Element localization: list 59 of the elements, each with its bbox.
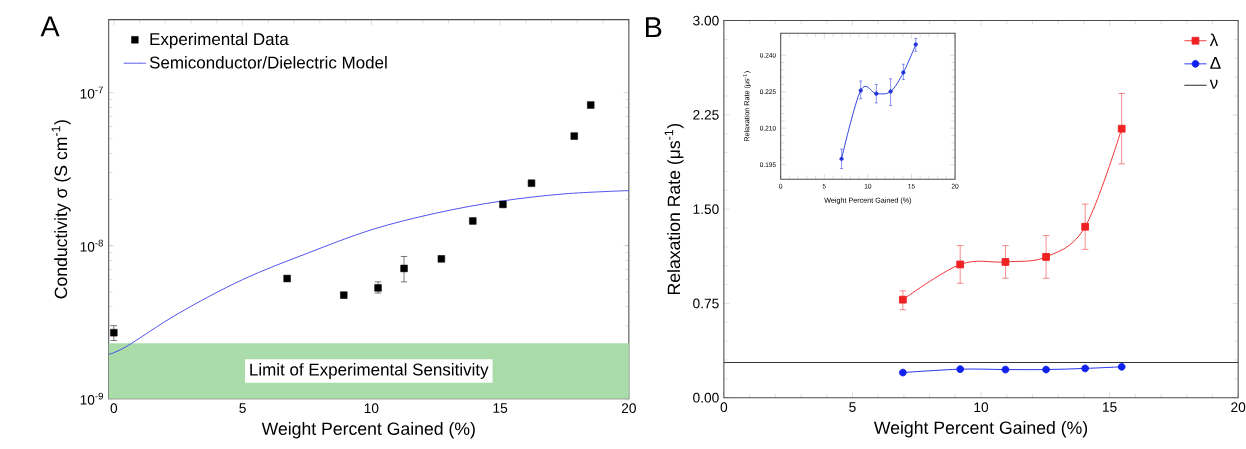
point	[1081, 223, 1090, 231]
x-tick-label: 20	[621, 403, 636, 414]
y-tick-label: 0.00	[693, 393, 719, 403]
x-axis-title: Weight Percent Gained (%)	[873, 421, 1088, 438]
point	[1042, 365, 1050, 374]
point	[469, 217, 477, 225]
point	[340, 291, 348, 299]
point	[956, 365, 965, 374]
point	[400, 264, 408, 273]
x-tick-label: 10	[974, 402, 989, 413]
point	[1117, 363, 1126, 371]
point	[839, 156, 844, 162]
y-tick-label: 3.00	[693, 15, 719, 26]
x-tick-label: 5	[239, 403, 246, 414]
x-tick-label: 5	[849, 402, 856, 413]
x-tick-label: 10	[364, 403, 379, 414]
point	[499, 200, 507, 209]
point	[437, 255, 446, 263]
y-tick-label: 2.25	[693, 110, 719, 120]
point	[527, 179, 536, 188]
point	[913, 42, 918, 47]
point	[901, 70, 906, 75]
point	[1117, 125, 1126, 133]
y-axis-title: Relaxation Rate (μs$^{-1}$)	[664, 124, 684, 295]
point	[587, 101, 595, 109]
x-tick-label: 15	[493, 403, 508, 414]
point	[1001, 258, 1010, 266]
point	[898, 295, 907, 304]
y-tick-label: 10$^{-7}$	[80, 86, 103, 99]
point	[1001, 365, 1010, 374]
chart-title: B	[645, 17, 662, 38]
legend-label: Semiconductor/Dielectric Model	[149, 56, 387, 69]
chart-title: A	[40, 16, 60, 37]
point	[888, 89, 893, 94]
legend-label: Δ	[1210, 57, 1221, 69]
point	[898, 368, 907, 377]
point	[1042, 253, 1050, 261]
point	[956, 260, 965, 269]
x-tick-label: 15	[1103, 402, 1117, 413]
y-tick-label: 1.50	[693, 204, 719, 215]
band-label: Limit of Experimental Sensitivity	[250, 363, 489, 380]
x-tick-label: 0	[110, 403, 118, 414]
point	[858, 88, 863, 93]
y-tick-label: 10$^{-9}$	[80, 392, 103, 405]
x-axis-title: Weight Percent Gained (%)	[261, 422, 475, 439]
x-tick-label: 20	[1231, 402, 1246, 413]
legend-label: ν	[1209, 79, 1218, 89]
line-series	[108, 190, 630, 355]
legend-label: Experimental Data	[150, 32, 289, 49]
point	[283, 275, 291, 283]
x-tick-label: 0	[720, 402, 728, 413]
y-axis-title: Conductivity σ (S cm$^{-1}$)	[51, 120, 71, 299]
y-tick-label: 0.75	[693, 298, 719, 309]
legend-label: λ	[1209, 33, 1219, 47]
point	[874, 91, 879, 96]
point	[570, 132, 578, 140]
point	[1081, 364, 1090, 373]
y-tick-label: 10$^{-8}$	[80, 239, 103, 252]
point	[110, 329, 118, 337]
